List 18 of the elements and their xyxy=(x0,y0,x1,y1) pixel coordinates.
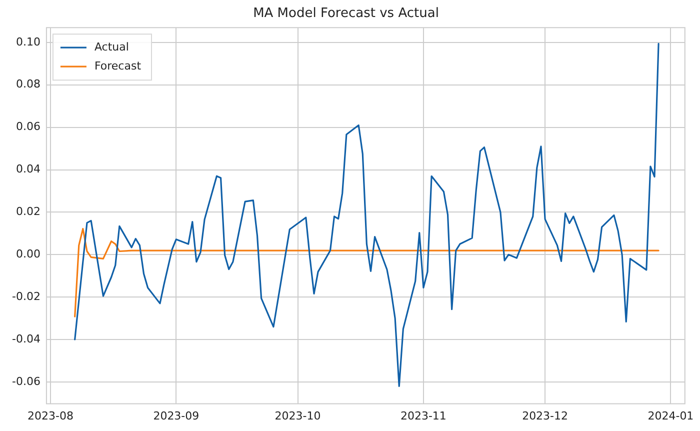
y-tick-label: 0.10 xyxy=(16,35,40,48)
y-tick-label: 0.02 xyxy=(16,205,40,218)
x-tick-label: 2023-09 xyxy=(153,409,200,422)
y-tick-label: 0.08 xyxy=(16,78,40,91)
x-tick-label: 2023-12 xyxy=(522,409,568,422)
legend-label: Actual xyxy=(94,40,129,54)
legend-label: Forecast xyxy=(94,59,142,72)
y-tick-label: 0.00 xyxy=(16,247,40,260)
y-tick-label: 0.06 xyxy=(16,120,40,134)
y-tick-label: 0.04 xyxy=(16,162,40,176)
x-tick-label: 2023-11 xyxy=(400,409,446,422)
chart-title: MA Model Forecast vs Actual xyxy=(253,6,439,22)
x-tick-label: 2023-08 xyxy=(28,409,74,422)
y-tick-label: -0.04 xyxy=(12,332,40,346)
x-tick-label: 2023-10 xyxy=(274,409,321,422)
x-tick-label: 2024-01 xyxy=(648,409,694,422)
y-tick-label: -0.06 xyxy=(12,374,40,388)
y-tick-label: -0.02 xyxy=(12,290,40,303)
